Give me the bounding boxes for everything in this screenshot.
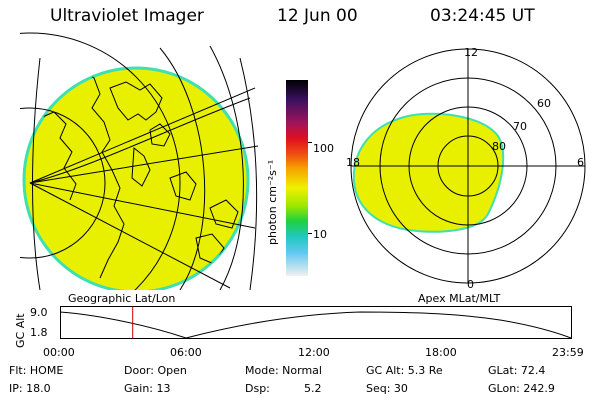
- flight-info: Flt: HOME: [9, 364, 64, 377]
- colorbar: [286, 80, 308, 276]
- glon-info: GLon: 242.9: [488, 382, 555, 395]
- glat-info: GLat: 72.4: [488, 364, 546, 377]
- geographic-panel-label: Geographic Lat/Lon: [68, 292, 176, 305]
- auroral-oval: [352, 112, 505, 233]
- mode-info: Mode: Normal: [245, 364, 322, 377]
- altitude-ytick-label: 1.8: [30, 326, 48, 339]
- mlt-label-6: 6: [577, 156, 584, 169]
- polar-mlat-mlt-panel: [350, 48, 586, 284]
- colorbar-tick-label: 100: [313, 142, 334, 155]
- altitude-curve: [60, 311, 572, 339]
- mlat-label-80: 80: [492, 140, 506, 153]
- gain-info: Gain: 13: [124, 382, 171, 395]
- colorbar-tick-label: 10: [313, 228, 327, 241]
- altitude-xtick-label: 00:00: [43, 346, 75, 359]
- mlt-label-12: 12: [464, 46, 478, 59]
- colorbar-tick: [308, 142, 312, 143]
- ip-info: IP: 18.0: [9, 382, 51, 395]
- time-label: 03:24:45 UT: [430, 6, 535, 26]
- app-title: Ultraviolet Imager: [50, 6, 204, 26]
- colorbar-unit-label: photon cm⁻²s⁻¹: [266, 159, 279, 245]
- mlt-label-0: 0: [467, 278, 474, 291]
- altitude-plot-frame: [60, 306, 572, 339]
- altitude-xtick-label: 23:59: [552, 346, 584, 359]
- altitude-plot: [60, 306, 572, 339]
- date-label: 12 Jun 00: [277, 6, 358, 26]
- polar-panel-label: Apex MLat/MLT: [418, 292, 501, 305]
- colorbar-tick: [308, 233, 312, 234]
- door-info: Door: Open: [124, 364, 187, 377]
- geographic-image-panel: [20, 32, 259, 290]
- altitude-ytick-label: 9.0: [30, 306, 48, 319]
- aurora-image-disk: [22, 66, 250, 290]
- mlat-label-60: 60: [537, 97, 551, 110]
- dsp-label: Dsp:: [245, 382, 270, 395]
- mlat-label-70: 70: [513, 120, 527, 133]
- dsp-value: 5.2: [304, 382, 322, 395]
- altitude-plot-ylabel: GC Alt: [14, 313, 27, 348]
- altitude-xtick-label: 12:00: [298, 346, 330, 359]
- altitude-xtick-label: 18:00: [425, 346, 457, 359]
- seq-info: Seq: 30: [366, 382, 408, 395]
- altitude-xtick-label: 06:00: [170, 346, 202, 359]
- gc-alt-info: GC Alt: 5.3 Re: [366, 364, 443, 377]
- mlt-label-18: 18: [346, 156, 360, 169]
